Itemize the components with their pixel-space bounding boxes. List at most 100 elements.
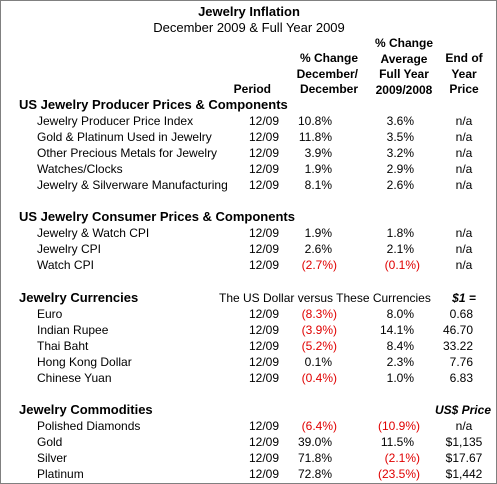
row-period: 12/09 [248, 114, 280, 128]
row-period: 12/09 [248, 355, 280, 369]
row-period: 12/09 [248, 307, 280, 321]
header-price: Price [449, 82, 479, 96]
average-value: 3.5% [386, 130, 414, 144]
row-label: Gold & Platinum Used in Jewelry [37, 130, 212, 144]
price-value: n/a [455, 146, 473, 160]
row-period: 12/09 [248, 162, 280, 176]
average-value: 1.0% [386, 371, 414, 385]
price-value: $17.67 [445, 451, 483, 465]
average-value: (2.1%) [384, 451, 420, 465]
header-average: % Change [374, 36, 434, 50]
row-period: 12/09 [248, 242, 280, 256]
change-value: (6.4%) [301, 419, 337, 433]
section-title: Jewelry Currencies [19, 290, 139, 305]
average-value: 11.5% [380, 435, 414, 449]
change-value: (3.9%) [301, 323, 337, 337]
price-heading: $1 = [452, 291, 476, 305]
header-average: 2009/2008 [375, 82, 433, 97]
row-period: 12/09 [248, 258, 280, 272]
price-value: n/a [455, 419, 473, 433]
row-label: Polished Diamonds [37, 419, 141, 433]
change-value: (8.3%) [301, 307, 337, 321]
change-value: 39.0% [297, 435, 332, 449]
price-value: n/a [455, 242, 473, 256]
average-value: 8.4% [386, 339, 414, 353]
change-value: 71.8% [297, 451, 332, 465]
row-period: 12/09 [248, 130, 280, 144]
header-price: End of [445, 51, 483, 65]
row-period: 12/09 [248, 178, 280, 192]
average-value: (0.1%) [384, 258, 420, 272]
row-label: Platinum [37, 467, 84, 481]
average-value: 2.1% [386, 242, 414, 256]
change-value: 1.9% [304, 162, 332, 176]
change-value: 2.6% [304, 242, 332, 256]
row-label: Thai Baht [37, 339, 89, 353]
row-period: 12/09 [248, 226, 280, 240]
average-value: 14.1% [379, 323, 414, 337]
row-label: Indian Rupee [37, 323, 109, 337]
section-note: The US Dollar versus These Currencies [219, 291, 431, 305]
price-value: n/a [455, 130, 473, 144]
row-period: 12/09 [248, 419, 280, 433]
price-value: 33.22 [442, 339, 473, 353]
row-label: Chinese Yuan [37, 371, 112, 385]
row-label: Gold [37, 435, 63, 449]
change-value: 0.1% [304, 355, 332, 369]
average-value: 3.2% [386, 146, 414, 160]
row-label: Hong Kong Dollar [37, 355, 132, 369]
row-period: 12/09 [248, 323, 280, 337]
average-value: 2.6% [386, 178, 414, 192]
price-value: n/a [455, 258, 473, 272]
header-average: Average [380, 51, 428, 66]
header-change: % Change [299, 51, 358, 65]
average-value: 3.6% [386, 114, 414, 128]
header-price: Year [451, 66, 477, 81]
average-value: 2.9% [386, 162, 414, 176]
row-label: Silver [37, 451, 68, 465]
price-value: n/a [455, 178, 473, 192]
price-value: 0.68 [449, 307, 473, 321]
change-value: 11.8% [298, 130, 332, 144]
row-period: 12/09 [248, 371, 280, 385]
change-value: 8.1% [304, 178, 332, 192]
row-label: Other Precious Metals for Jewelry [37, 146, 218, 160]
row-label: Jewelry CPI [37, 242, 102, 256]
row-label: Euro [37, 307, 63, 321]
change-value: 1.9% [304, 226, 332, 240]
row-label: Watch CPI [37, 258, 94, 272]
average-value: (10.9%) [377, 419, 420, 433]
change-value: 10.8% [297, 114, 332, 128]
section-title: Jewelry Commodities [19, 402, 153, 417]
section-title: US Jewelry Consumer Prices & Components [19, 209, 295, 224]
price-value: 46.70 [442, 323, 473, 337]
price-value: $1,442 [445, 467, 483, 481]
header-average: Full Year [379, 67, 429, 81]
change-value: 72.8% [297, 467, 332, 481]
row-label: Jewelry & Watch CPI [37, 226, 150, 240]
subtitle: December 2009 & Full Year 2009 [153, 20, 345, 35]
price-heading: US$ Price [434, 403, 491, 417]
row-label: Watches/Clocks [37, 162, 123, 176]
average-value: 1.8% [386, 226, 414, 240]
header-change: December/ [296, 66, 358, 81]
row-label: Jewelry Producer Price Index [37, 114, 194, 128]
row-period: 12/09 [248, 146, 280, 160]
average-value: (23.5%) [377, 467, 420, 481]
row-label: Jewelry & Silverware Manufacturing [37, 178, 228, 192]
price-value: n/a [455, 226, 473, 240]
header-change: December [299, 82, 358, 96]
row-period: 12/09 [248, 435, 280, 449]
average-value: 8.0% [386, 307, 414, 321]
row-period: 12/09 [248, 451, 280, 465]
price-value: n/a [455, 162, 473, 176]
title: Jewelry Inflation [198, 4, 300, 19]
price-value: 6.83 [449, 371, 473, 385]
row-period: 12/09 [248, 339, 280, 353]
row-period: 12/09 [248, 467, 280, 481]
change-value: (0.4%) [301, 371, 337, 385]
average-value: 2.3% [386, 355, 414, 369]
price-value: n/a [455, 114, 473, 128]
price-value: $1,135 [445, 435, 483, 449]
